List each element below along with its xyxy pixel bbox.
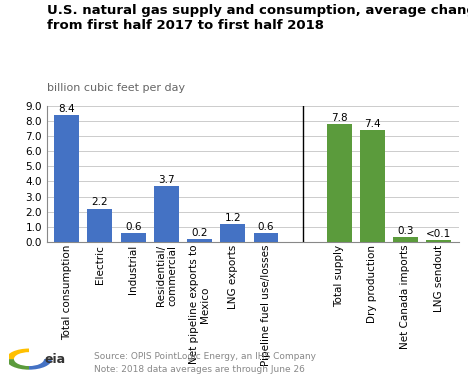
Text: 0.6: 0.6 [125, 222, 141, 232]
Text: billion cubic feet per day: billion cubic feet per day [47, 83, 185, 93]
Text: 7.4: 7.4 [364, 119, 380, 129]
Text: 7.8: 7.8 [331, 113, 347, 123]
Bar [121, 233, 146, 242]
Bar [254, 233, 278, 242]
Wedge shape [6, 359, 29, 370]
Bar [54, 115, 79, 242]
Text: <0.1: <0.1 [426, 229, 451, 239]
Text: 3.7: 3.7 [158, 175, 175, 185]
Text: Note: 2018 data averages are through June 26: Note: 2018 data averages are through Jun… [94, 365, 305, 374]
Text: 0.6: 0.6 [258, 222, 274, 232]
Bar [393, 237, 418, 242]
Bar [327, 124, 351, 242]
Text: eia: eia [44, 353, 66, 366]
Bar [220, 224, 245, 242]
Text: U.S. natural gas supply and consumption, average change
from first half 2017 to : U.S. natural gas supply and consumption,… [47, 4, 468, 32]
Wedge shape [29, 359, 52, 370]
Text: 2.2: 2.2 [92, 197, 108, 208]
Text: 8.4: 8.4 [58, 104, 75, 114]
Bar [154, 186, 179, 242]
Bar [360, 130, 385, 242]
Text: Source: OPIS PointLogic Energy, an IHS Company: Source: OPIS PointLogic Energy, an IHS C… [94, 352, 315, 361]
Bar [426, 240, 451, 242]
Bar [187, 239, 212, 242]
Text: 0.2: 0.2 [191, 228, 208, 238]
Bar [88, 209, 112, 242]
Text: 1.2: 1.2 [225, 212, 241, 223]
Wedge shape [6, 349, 29, 359]
Text: 0.3: 0.3 [397, 226, 414, 236]
